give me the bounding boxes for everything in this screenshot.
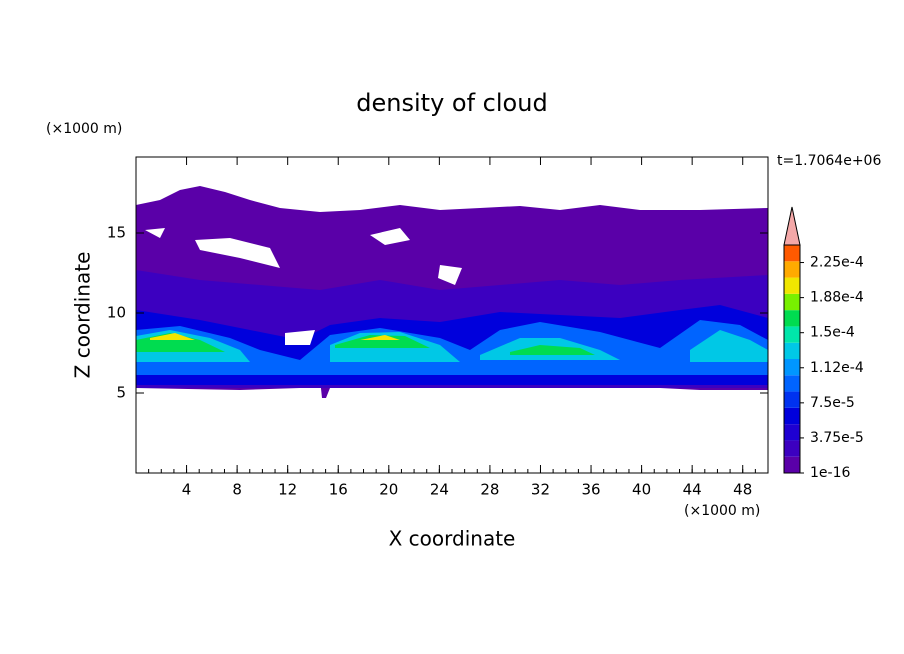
colorbar-band	[784, 359, 800, 376]
colorbar-tick-label: 7.5e-5	[810, 395, 855, 411]
x-tick-label: 32	[531, 481, 550, 499]
contour-region	[150, 333, 400, 340]
x-tick-label: 44	[683, 481, 702, 499]
colorbar-tick-label: 3.75e-5	[810, 430, 864, 446]
y-axis-label: Z coordinate	[71, 252, 95, 379]
y-tick-label: 5	[116, 384, 126, 402]
colorbar-band	[784, 293, 800, 311]
y-unit: (×1000 m)	[46, 121, 122, 137]
colorbar-band	[784, 391, 800, 408]
colorbar-band	[784, 424, 800, 441]
x-axis-label: X coordinate	[389, 527, 516, 551]
contour-region	[136, 333, 595, 355]
time-label: t=1.7064e+06	[777, 153, 881, 169]
contour-field	[136, 186, 768, 398]
x-unit: (×1000 m)	[684, 503, 760, 519]
x-tick-label: 12	[278, 481, 297, 499]
colorbar-band	[784, 407, 800, 425]
y-tick-label: 10	[107, 304, 126, 322]
x-tick-label: 20	[379, 481, 398, 499]
colorbar-band	[784, 261, 800, 278]
colorbar-band	[784, 342, 800, 359]
colorbar-tick-label: 1.12e-4	[810, 360, 864, 376]
colorbar-tick-label: 1.5e-4	[810, 325, 855, 341]
x-tick-label: 36	[581, 481, 600, 499]
x-tick-label: 8	[232, 481, 242, 499]
colorbar-band	[784, 245, 800, 262]
chart-title: density of cloud	[356, 89, 547, 117]
x-tick-label: 28	[480, 481, 499, 499]
x-tick-label: 48	[733, 481, 752, 499]
colorbar-tick-label: 1e-16	[810, 465, 850, 481]
y-tick-label: 15	[107, 224, 126, 242]
x-tick-label: 24	[430, 481, 449, 499]
colorbar-extend	[783, 206, 801, 246]
colorbar-band	[784, 440, 800, 457]
x-tick-label: 40	[632, 481, 651, 499]
contour-region	[136, 330, 768, 362]
colorbar-band	[784, 456, 800, 473]
x-tick-label: 4	[182, 481, 192, 499]
colorbar-tick-label: 1.88e-4	[810, 290, 864, 306]
colorbar-band	[784, 326, 800, 343]
colorbar-band	[784, 277, 800, 294]
x-tick-label: 16	[329, 481, 348, 499]
contour-region	[136, 320, 768, 375]
colorbar-tick-label: 2.25e-4	[810, 255, 864, 271]
colorbar-band	[784, 375, 800, 392]
colorbar-band	[784, 310, 800, 327]
